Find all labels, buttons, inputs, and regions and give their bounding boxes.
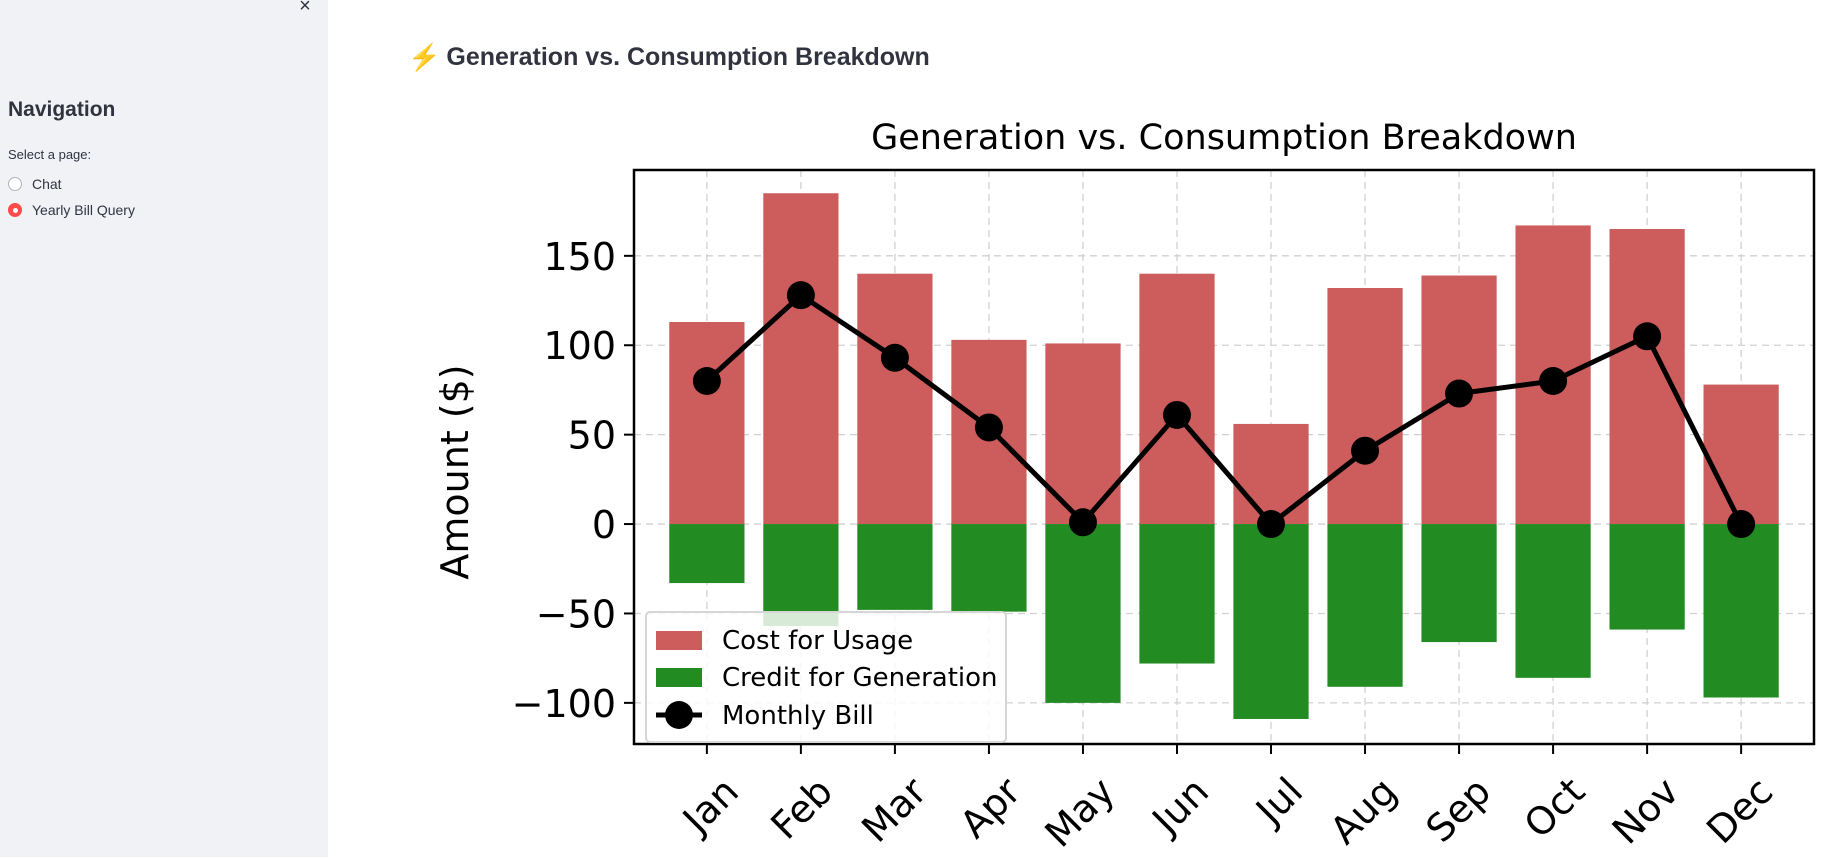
bar-cost-jul	[1233, 423, 1309, 525]
x-tick-label: May	[1036, 769, 1123, 854]
y-axis-label: Amount ($)	[433, 364, 477, 579]
bar-cost-jan	[669, 321, 745, 525]
sidebar: × Navigation Select a page: Chat Yearly …	[0, 0, 328, 857]
chart-title: Generation vs. Consumption Breakdown	[871, 118, 1577, 158]
bar-credit-dec	[1703, 524, 1779, 698]
radio-button-chat[interactable]	[8, 177, 22, 191]
x-tick-label: Jul	[1246, 769, 1311, 834]
bar-cost-jun	[1139, 273, 1215, 525]
radio-option-label: Chat	[32, 176, 62, 192]
bar-line-chart: −100 −50 0 50 100 150 Jan Feb Mar Apr May Jun Jul Aug…	[433, 118, 1816, 856]
y-tick-label: −100	[512, 682, 616, 726]
bar-credit-jun	[1139, 524, 1215, 664]
bar-credit-aug	[1327, 524, 1403, 687]
bar-cost-nov	[1609, 229, 1685, 525]
lightning-bolt-icon: ⚡	[408, 42, 441, 72]
legend-swatch-credit	[656, 668, 702, 687]
close-sidebar-icon[interactable]: ×	[299, 0, 311, 17]
y-tick-label: 0	[592, 503, 616, 547]
chart-container: −100 −50 0 50 100 150 Jan Feb Mar Apr May Jun Jul Aug…	[420, 104, 1820, 859]
legend-box	[645, 611, 1007, 743]
monthly-bill-point-nov	[1633, 322, 1662, 351]
x-tick-label: Oct	[1516, 769, 1594, 847]
radio-option-label: Yearly Bill Query	[32, 202, 135, 218]
monthly-bill-point-feb	[786, 281, 815, 310]
page-title-text: Generation vs. Consumption Breakdown	[446, 43, 930, 71]
monthly-bill-point-sep	[1445, 379, 1474, 408]
x-tick-label: Sep	[1417, 769, 1499, 851]
bar-cost-aug	[1327, 288, 1403, 525]
sidebar-title: Navigation	[8, 98, 116, 121]
x-tick-label: Apr	[951, 769, 1029, 847]
x-tick-label: Nov	[1604, 769, 1688, 853]
monthly-bill-point-apr	[974, 413, 1003, 442]
bar-credit-feb	[763, 524, 839, 626]
x-tick-label: Jan	[673, 769, 747, 843]
x-tick-label: Aug	[1322, 769, 1406, 853]
bar-credit-oct	[1515, 524, 1591, 678]
x-tick-label: Mar	[853, 769, 935, 851]
legend-label: Credit for Generation	[722, 663, 998, 693]
x-tick-label: Jun	[1143, 769, 1218, 844]
y-tick-label: 150	[543, 235, 616, 279]
y-tick-label: 100	[543, 324, 616, 368]
monthly-bill-point-jul	[1257, 510, 1286, 539]
y-tick-label: −50	[536, 592, 616, 636]
legend-swatch-bill-marker	[665, 701, 693, 729]
page-title: ⚡ Generation vs. Consumption Breakdown	[408, 42, 930, 73]
bar-credit-nov	[1609, 524, 1685, 630]
monthly-bill-point-jun	[1162, 400, 1191, 429]
monthly-bill-point-oct	[1539, 367, 1568, 396]
legend-label: Monthly Bill	[722, 701, 874, 731]
monthly-bill-point-jan	[692, 367, 721, 396]
legend-swatch-cost	[656, 631, 702, 650]
bar-credit-jan	[669, 524, 745, 584]
radio-option-chat[interactable]: Chat	[8, 174, 62, 194]
monthly-bill-point-mar	[880, 343, 909, 372]
bar-credit-sep	[1421, 524, 1497, 643]
monthly-bill-point-aug	[1351, 436, 1380, 465]
monthly-bill-point-may	[1068, 508, 1097, 537]
radio-group-label: Select a page:	[8, 147, 92, 162]
y-tick-label: 50	[568, 414, 616, 458]
bar-cost-dec	[1703, 384, 1779, 525]
x-tick-label: Feb	[762, 769, 841, 848]
radio-option-yearly-bill-query[interactable]: Yearly Bill Query	[8, 200, 135, 220]
monthly-bill-line	[705, 292, 1744, 527]
bar-cost-mar	[857, 273, 933, 525]
x-tick-label: Dec	[1698, 769, 1781, 852]
plot-frame	[632, 168, 1816, 746]
radio-button-yearly-bill-query[interactable]	[8, 203, 22, 217]
bar-credit-jul	[1233, 524, 1309, 719]
bar-credit-apr	[951, 524, 1027, 612]
bar-credit-may	[1045, 524, 1121, 703]
legend-label: Cost for Usage	[722, 626, 913, 656]
bar-cost-feb	[763, 193, 839, 525]
monthly-bill-point-dec	[1727, 510, 1756, 539]
bar-credit-mar	[857, 524, 933, 610]
